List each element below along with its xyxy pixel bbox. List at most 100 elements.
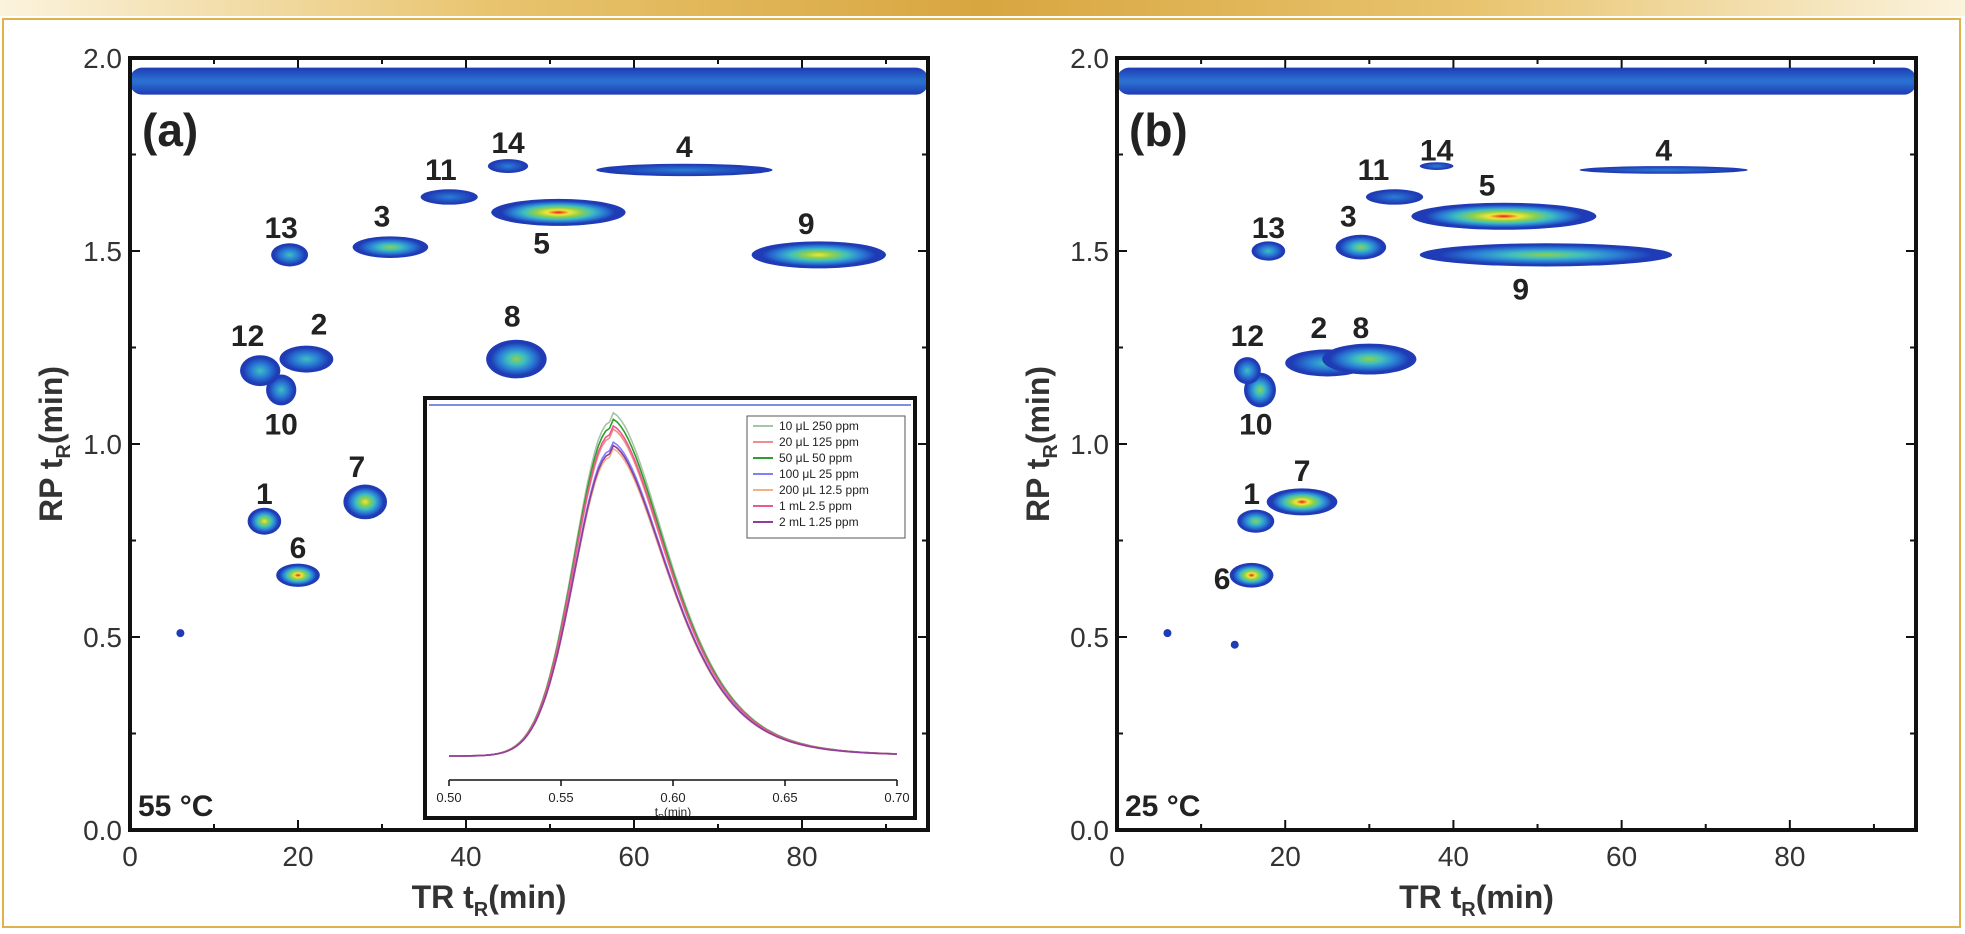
plot-area	[1117, 67, 1916, 649]
y-tick-label: 0.0	[83, 815, 122, 846]
peak-label-1: 1	[256, 478, 273, 511]
legend-label-6: 1 mL 2.5 ppm	[779, 499, 852, 513]
peak-label-12: 12	[1231, 320, 1264, 353]
legend-label-4: 100 μL 25 ppm	[779, 467, 859, 481]
peak-5	[1411, 202, 1597, 230]
peak-label-9: 9	[1512, 274, 1529, 307]
peak-label-2: 2	[311, 308, 328, 341]
y-tick-label: 1.0	[1070, 429, 1109, 460]
y-tick-label: 2.0	[1070, 43, 1109, 74]
x-tick-label: 60	[1606, 841, 1637, 872]
peak-label-8: 8	[504, 301, 521, 334]
peak-label-6: 6	[290, 532, 307, 565]
y-tick-label: 0.5	[1070, 622, 1109, 653]
peak-12	[1233, 357, 1261, 385]
peak-11	[1365, 189, 1424, 205]
inset-legend-box	[746, 415, 906, 539]
peak-6	[1229, 562, 1274, 588]
peak-1	[247, 507, 282, 535]
peak-label-5: 5	[533, 227, 550, 260]
peak-label-3: 3	[1340, 200, 1357, 233]
peak-8	[486, 339, 547, 379]
temperature-label: 55 °C	[138, 790, 213, 823]
x-tick-label: 40	[1438, 841, 1469, 872]
peak-10	[266, 374, 297, 406]
y-tick-label: 1.0	[83, 429, 122, 460]
peak-label-1: 1	[1243, 478, 1260, 511]
inset-x-tick-label: 0.50	[436, 790, 461, 805]
peak-label-2: 2	[1311, 312, 1328, 345]
inset-x-tick-label: 0.70	[884, 790, 909, 805]
x-tick-label: 0	[122, 841, 138, 872]
peak-14	[1419, 162, 1454, 170]
y-tick-label: 1.5	[1070, 236, 1109, 267]
peak-5	[491, 198, 626, 226]
peak-7	[1266, 488, 1338, 516]
peak-3	[1335, 234, 1387, 260]
inset-x-tick-label: 0.60	[660, 790, 685, 805]
peak-label-11: 11	[1358, 154, 1390, 187]
peak-13	[1251, 241, 1286, 261]
peak-13	[271, 243, 309, 267]
peak-label-3: 3	[374, 200, 391, 233]
y-tick-label: 0.0	[1070, 815, 1109, 846]
peak-label-10: 10	[265, 409, 298, 442]
peak-label-11: 11	[425, 154, 457, 187]
plot-area	[130, 67, 928, 638]
peak-9	[751, 241, 886, 269]
inset-legend: 10 μL 250 ppm 20 μL 125 ppm 50 μL 50 ppm 10…	[746, 415, 906, 539]
peak-3	[352, 236, 429, 258]
peak-6	[276, 563, 320, 587]
inset-x-tick-label: 0.65	[772, 790, 797, 805]
peak-label-13: 13	[1252, 212, 1285, 245]
y-tick-label: 0.5	[83, 622, 122, 653]
background-band	[1117, 67, 1916, 95]
legend-label-5: 200 μL 12.5 ppm	[779, 483, 869, 497]
peak-12	[240, 355, 281, 387]
dot-1	[176, 629, 185, 638]
peak-8	[1322, 343, 1417, 375]
peak-label-12: 12	[231, 320, 264, 353]
temperature-label: 25 °C	[1125, 790, 1200, 823]
x-axis-title: TR tR(min)	[1399, 879, 1554, 921]
peak-label-7: 7	[348, 451, 365, 484]
y-tick-label: 2.0	[83, 43, 122, 74]
inset-x-axis-title: tR(min)	[655, 805, 691, 822]
inset-series-7	[449, 444, 898, 757]
peak-label-7: 7	[1294, 455, 1311, 488]
legend-label-2: 20 μL 125 ppm	[779, 435, 859, 449]
x-tick-label: 80	[1774, 841, 1805, 872]
legend-label-7: 2 mL 1.25 ppm	[779, 515, 859, 529]
peak-1	[1237, 509, 1275, 533]
panel-label: (a)	[142, 104, 198, 156]
peak-label-5: 5	[1479, 169, 1496, 202]
peak-label-14: 14	[491, 127, 525, 160]
figure-frame	[2, 18, 1961, 928]
peak-14	[487, 159, 529, 174]
peak-label-8: 8	[1353, 312, 1370, 345]
peak-4	[1579, 166, 1748, 174]
x-tick-label: 40	[450, 841, 481, 872]
legend-label-3: 50 μL 50 ppm	[779, 451, 852, 465]
x-tick-label: 80	[786, 841, 817, 872]
peak-label-9: 9	[798, 208, 815, 241]
x-tick-label: 60	[618, 841, 649, 872]
axes-frame	[1115, 56, 1918, 832]
peak-label-10: 10	[1239, 409, 1272, 442]
peak-label-14: 14	[1420, 135, 1454, 168]
x-tick-label: 20	[282, 841, 313, 872]
x-tick-label: 0	[1109, 841, 1125, 872]
peak-11	[420, 189, 478, 205]
legend-label-1: 10 μL 250 ppm	[779, 419, 859, 433]
peak-label-13: 13	[265, 212, 298, 245]
peak-4	[596, 163, 773, 177]
x-tick-label: 20	[1270, 841, 1301, 872]
y-axis-title: RP tR(min)	[1020, 366, 1062, 522]
peak-9	[1419, 243, 1673, 267]
y-tick-label: 1.5	[83, 236, 122, 267]
peak-label-4: 4	[1655, 135, 1672, 168]
peak-label-4: 4	[676, 131, 693, 164]
